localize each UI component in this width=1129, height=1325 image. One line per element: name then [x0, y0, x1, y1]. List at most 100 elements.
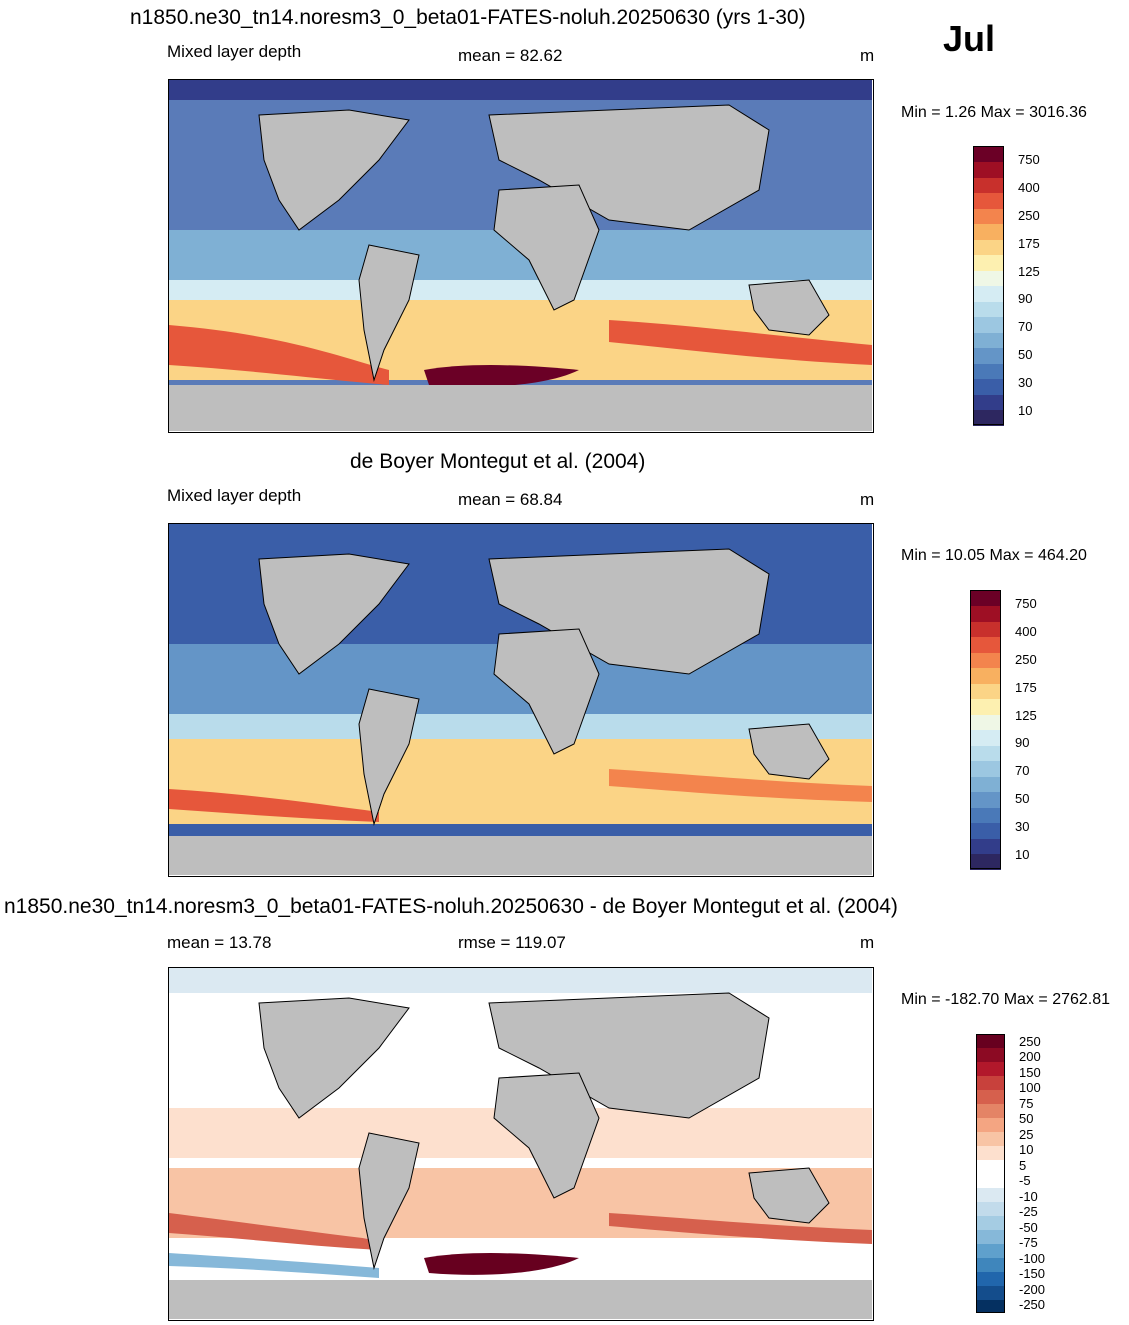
colorbar-tick-label: -100	[1019, 1250, 1046, 1266]
colorbar-cell	[970, 714, 1001, 730]
panel3-south-pos	[169, 1213, 379, 1250]
colorbar-cell	[976, 1075, 1005, 1091]
colorbar-tick-label: 5	[1019, 1157, 1027, 1173]
colorbar-tick-label: 250	[1015, 651, 1037, 667]
panel3-rmse-label: rmse = 119.07	[458, 933, 566, 952]
panel2-australia	[748, 723, 830, 780]
colorbar-cell	[973, 285, 1004, 302]
colorbar-cell	[976, 1285, 1005, 1300]
colorbar-tick-label: 150	[1019, 1064, 1041, 1080]
colorbar-tick-label: -5	[1019, 1173, 1031, 1189]
colorbar-cell	[976, 1257, 1005, 1272]
panel3-weddell-max	[424, 1253, 579, 1275]
panel1-title: n1850.ne30_tn14.noresm3_0_beta01-FATES-n…	[130, 6, 806, 29]
panel3-antarctica	[169, 1280, 872, 1319]
colorbar-tick-label: 70	[1015, 763, 1030, 779]
colorbar-cell	[973, 270, 1004, 286]
panel1-north-america	[258, 109, 410, 231]
colorbar-cell	[976, 1229, 1005, 1244]
colorbar-cell	[976, 1061, 1005, 1077]
panel3-units: m	[860, 933, 875, 952]
colorbar-cell	[973, 177, 1004, 193]
colorbar-tick-label: 30	[1015, 819, 1030, 835]
colorbar-cell	[973, 146, 1004, 162]
colorbar-cell	[976, 1103, 1005, 1119]
panel3-eurasia	[488, 992, 770, 1119]
colorbar-cell	[970, 838, 1001, 854]
panel3-map	[168, 967, 874, 1321]
colorbar-cell	[976, 1243, 1005, 1258]
colorbar-cell	[976, 1173, 1005, 1188]
colorbar-tick-label: -150	[1019, 1266, 1046, 1282]
panel2-north-america	[258, 553, 410, 675]
colorbar-tick-label: 90	[1015, 735, 1030, 751]
colorbar-cell	[970, 605, 1001, 622]
colorbar-cell	[970, 776, 1001, 792]
panel1-map	[168, 79, 874, 433]
colorbar-tick-label: 50	[1018, 347, 1033, 363]
colorbar-tick-label: -50	[1019, 1219, 1038, 1235]
panel2-colorbar-box	[970, 590, 1001, 869]
colorbar-cell	[970, 807, 1001, 823]
panel1-australia	[748, 279, 830, 336]
panel2-ocean-south-hot	[169, 789, 379, 822]
colorbar-tick-label: 250	[1019, 1033, 1041, 1049]
panel2-colorbar: 750 400 250 175 125 90 70 50 30 10	[970, 590, 1037, 870]
panel1-africa	[493, 184, 600, 311]
panel2-antarctica	[169, 836, 872, 875]
panel3-south-neg	[169, 1253, 379, 1278]
colorbar-cell	[970, 636, 1001, 653]
panel3-title: n1850.ne30_tn14.noresm3_0_beta01-FATES-n…	[4, 895, 898, 918]
panel1-variable-label: Mixed layer depth	[167, 42, 302, 61]
panel3-mean-label: mean = 13.78	[167, 933, 272, 952]
colorbar-cell	[976, 1201, 1005, 1216]
panel3-colorbar: 250 200 150 100 75 50 25 10 5 -5 -10 -25 -50 -75 -100-…	[976, 1034, 1045, 1314]
panel3-north-tint	[169, 968, 872, 993]
colorbar-tick-label: 30	[1018, 375, 1033, 391]
panel1-antarctica	[169, 385, 872, 431]
colorbar-cell	[970, 760, 1001, 777]
colorbar-cell	[973, 239, 1004, 255]
panel2-mean-label: mean = 68.84	[458, 490, 563, 509]
colorbar-tick-label: 75	[1019, 1095, 1034, 1111]
colorbar-cell	[973, 254, 1004, 271]
colorbar-tick-label: 25	[1019, 1126, 1034, 1142]
panel3-colorbar-box	[976, 1034, 1005, 1313]
colorbar-cell	[973, 208, 1004, 224]
colorbar-cell	[976, 1034, 1005, 1049]
panel1-weddell-max	[424, 365, 579, 387]
panel3-south-america	[358, 1132, 420, 1270]
colorbar-cell	[973, 161, 1004, 178]
colorbar-tick-label: 400	[1018, 179, 1040, 195]
colorbar-cell	[973, 378, 1004, 395]
colorbar-tick-label: 200	[1019, 1049, 1041, 1065]
colorbar-tick-label: 125	[1018, 263, 1040, 279]
colorbar-tick-label: 90	[1018, 291, 1033, 307]
panel1-ocean-south-hot	[169, 325, 389, 385]
colorbar-tick-label: -10	[1019, 1188, 1038, 1204]
colorbar-tick-label: 50	[1019, 1111, 1034, 1127]
panel1-mean-label: mean = 82.62	[458, 46, 563, 65]
colorbar-cell	[970, 853, 1001, 870]
colorbar-cell	[970, 729, 1001, 746]
colorbar-tick-label: 70	[1018, 319, 1033, 335]
panel3-australia	[748, 1167, 830, 1224]
panel2-africa	[493, 628, 600, 755]
panel1-colorbar: 750 400 250 175 125 90 70 50 30 10	[973, 146, 1040, 426]
panel3-map-svg	[169, 968, 872, 1319]
panel3-north-america	[258, 997, 410, 1119]
colorbar-tick-label: 125	[1015, 707, 1037, 723]
panel1-minmax: Min = 1.26 Max = 3016.36	[901, 104, 1087, 121]
panel2-eurasia	[488, 548, 770, 675]
colorbar-cell	[976, 1159, 1005, 1174]
panel1-map-svg	[169, 80, 872, 431]
panel2-minmax: Min = 10.05 Max = 464.20	[901, 547, 1087, 564]
panel2-units: m	[860, 490, 875, 509]
colorbar-tick-label: 750	[1018, 151, 1040, 167]
colorbar-cell	[976, 1089, 1005, 1105]
panel2-map	[168, 523, 874, 877]
colorbar-cell	[973, 301, 1004, 317]
colorbar-cell	[973, 347, 1004, 364]
panel1-ocean-north-band	[169, 80, 872, 100]
panel3-africa	[493, 1072, 600, 1199]
